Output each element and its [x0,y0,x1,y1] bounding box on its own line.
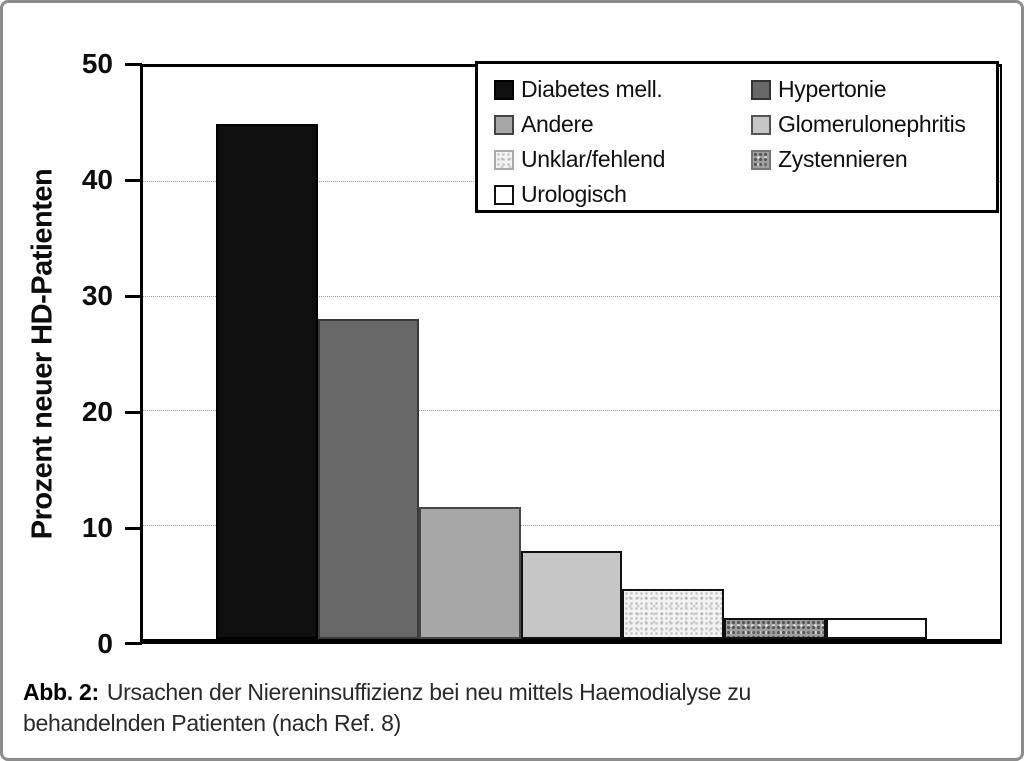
legend-label: Zystennieren [778,146,908,172]
legend-item-diabetes-mell: Diabetes mell. [494,76,751,103]
bar-diabetes-mell [216,124,318,639]
bar-unklar-fehlend [622,589,724,639]
legend-label: Hypertonie [778,76,887,102]
legend-swatch [751,114,771,135]
legend-swatch [494,114,514,135]
gridline-10 [143,525,1000,526]
bar-urologisch [825,618,928,639]
bar-glomerulonephritis [520,551,623,639]
figure-caption: Abb. 2: Ursachen der Niereninsuffizienz b… [23,677,993,739]
y-tick-label: 20 [81,396,113,427]
y-axis-title: Prozent neuer HD-Patienten [26,168,59,540]
caption-prefix: Abb. 2: [23,679,99,705]
legend-item-zystennieren: Zystennieren [751,146,996,173]
y-tick-label: 50 [81,48,113,79]
legend-label: Andere [521,111,594,137]
caption-line: Abb. 2: Ursachen der Niereninsuffizienz b… [23,677,993,708]
legend-label: Unklar/fehlend [521,146,666,172]
y-tick-mark [125,63,142,66]
caption-text-line1: Ursachen der Niereninsuffizienz bei neu … [106,679,752,705]
y-tick-mark [125,411,142,414]
legend-label: Urologisch [521,181,627,207]
legend-swatch [751,79,771,100]
bar-zystennieren [724,618,826,639]
y-tick-label: 0 [97,628,113,659]
y-tick-mark [125,527,142,530]
legend-item-andere: Andere [494,111,751,138]
y-tick-mark [125,295,142,298]
legend-item-unklar-fehlend: Unklar/fehlend [494,146,751,173]
bar-andere [419,507,521,639]
legend-swatch [494,149,514,170]
bar-hypertonie [317,319,420,639]
legend-label: Glomerulonephritis [778,111,966,137]
legend-item-hypertonie: Hypertonie [751,76,996,103]
legend-swatch [494,79,514,100]
legend-swatch [751,149,771,170]
y-tick-label: 40 [81,164,113,195]
legend-swatch [494,184,514,205]
legend-label: Diabetes mell. [521,76,663,102]
caption-text-line2: behandelnden Patienten (nach Ref. 8) [23,710,401,736]
gridline-30 [143,296,1000,297]
y-tick-mark [125,179,142,182]
gridline-20 [143,410,1000,411]
legend-item-urologisch: Urologisch [494,181,751,208]
y-tick-label: 10 [81,512,113,543]
plot-inner [143,67,1000,639]
y-tick-label: 30 [81,280,113,311]
legend: Diabetes mell. Hypertonie Andere Glomeru… [475,61,999,213]
legend-item-glomerulonephritis: Glomerulonephritis [751,111,996,138]
bars-container [143,67,1000,639]
y-tick-mark [125,642,142,645]
